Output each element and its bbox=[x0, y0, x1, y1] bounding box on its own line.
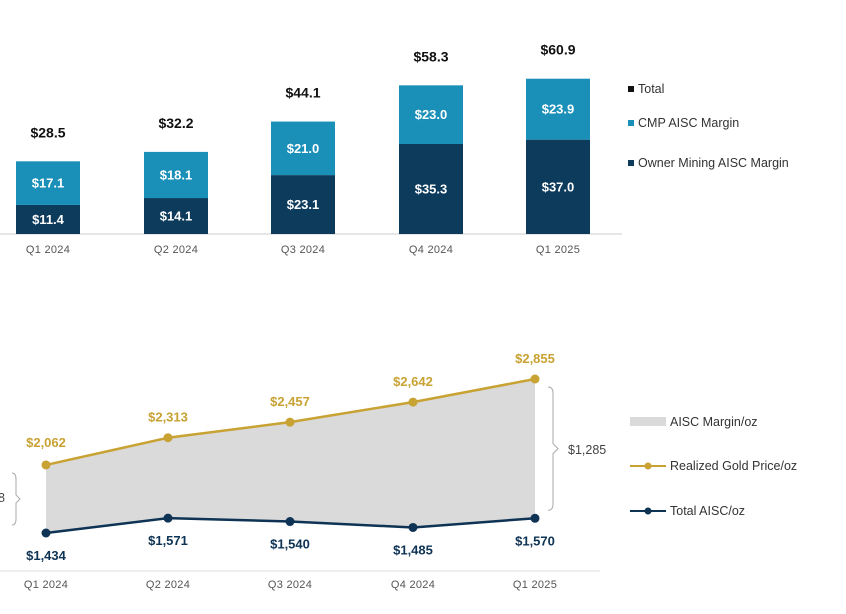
bar-label-cmp-aisc-margin-q4-2024: $23.0 bbox=[415, 107, 448, 122]
data-label-realized-gold-price-oz-q1-2025: $2,855 bbox=[515, 351, 555, 366]
margin-brace-last bbox=[547, 386, 559, 511]
x-tick-q2-2024: Q2 2024 bbox=[154, 244, 198, 256]
data-label-realized-gold-price-oz-q2-2024: $2,313 bbox=[148, 410, 188, 425]
bar-label-owner-mining-aisc-margin-q4-2024: $35.3 bbox=[415, 181, 448, 196]
x-tick-q3-2024: Q3 2024 bbox=[281, 244, 325, 256]
stacked-bar-chart: $11.4 $17.1 $28.5 Q1 2024 $14.1 $18.1 $32.2 Q2 … bbox=[0, 42, 789, 256]
area-aisc-margin-oz bbox=[46, 379, 535, 533]
x-tick-q1-2024: Q1 2024 bbox=[26, 244, 70, 256]
x-tick-q1-2025: Q1 2025 bbox=[536, 244, 580, 256]
x-tick-lower-q2-2024: Q2 2024 bbox=[146, 579, 190, 591]
legend-label-total-aisc-oz: Total AISC/oz bbox=[670, 504, 745, 518]
point-total-aisc-oz-q1-2025 bbox=[530, 513, 540, 523]
bar-cmp-aisc-margin-q3-2024 bbox=[271, 121, 335, 176]
point-total-aisc-oz-q2-2024 bbox=[163, 513, 173, 523]
legend-label-aisc-margin-oz: AISC Margin/oz bbox=[670, 415, 758, 429]
legend-label-owner-mining-aisc-margin: Owner Mining AISC Margin bbox=[638, 156, 789, 170]
x-tick-lower-q1-2024: Q1 2024 bbox=[24, 579, 68, 591]
point-realized-gold-price-oz-q1-2025 bbox=[530, 374, 540, 384]
data-label-realized-gold-price-oz-q3-2024: $2,457 bbox=[270, 394, 310, 409]
legend-swatch-cmp-aisc-margin bbox=[628, 120, 634, 126]
bar-label-cmp-aisc-margin-q1-2025: $23.9 bbox=[542, 102, 575, 117]
bar-cmp-aisc-margin-q1-2024 bbox=[16, 161, 80, 205]
margin-annotation-last: $1,285 bbox=[568, 443, 606, 457]
data-label-total-aisc-oz-q1-2025: $1,570 bbox=[515, 533, 555, 548]
bar-cmp-aisc-margin-q2-2024 bbox=[144, 151, 208, 199]
bar-label-owner-mining-aisc-margin-q1-2024: $11.4 bbox=[32, 212, 65, 227]
margin-brace-first bbox=[11, 472, 21, 526]
legend-label-cmp-aisc-margin: CMP AISC Margin bbox=[638, 116, 739, 130]
data-label-total-aisc-oz-q3-2024: $1,540 bbox=[270, 537, 310, 552]
bar-label-owner-mining-aisc-margin-q2-2024: $14.1 bbox=[160, 209, 193, 224]
bar-label-cmp-aisc-margin-q2-2024: $18.1 bbox=[160, 167, 193, 182]
total-label-q1-2025: $60.9 bbox=[540, 42, 575, 58]
total-label-q1-2024: $28.5 bbox=[30, 124, 65, 140]
legend-marker-realized-gold-price-oz bbox=[644, 462, 652, 470]
legend-marker-total-aisc-oz bbox=[644, 507, 652, 515]
point-total-aisc-oz-q3-2024 bbox=[285, 517, 295, 527]
point-realized-gold-price-oz-q1-2024 bbox=[41, 460, 51, 470]
data-label-total-aisc-oz-q1-2024: $1,434 bbox=[26, 548, 67, 563]
data-label-realized-gold-price-oz-q4-2024: $2,642 bbox=[393, 374, 433, 389]
bar-cmp-aisc-margin-q1-2025 bbox=[526, 78, 590, 140]
total-label-q3-2024: $44.1 bbox=[285, 85, 320, 101]
x-tick-lower-q1-2025: Q1 2025 bbox=[513, 579, 557, 591]
data-label-total-aisc-oz-q4-2024: $1,485 bbox=[393, 542, 433, 557]
data-label-total-aisc-oz-q2-2024: $1,571 bbox=[148, 533, 188, 548]
point-total-aisc-oz-q4-2024 bbox=[408, 522, 418, 532]
data-label-realized-gold-price-oz-q1-2024: $2,062 bbox=[26, 435, 66, 450]
legend-swatch-aisc-margin-oz bbox=[630, 417, 666, 426]
legend-label-realized-gold-price-oz: Realized Gold Price/oz bbox=[670, 459, 797, 473]
bar-label-cmp-aisc-margin-q1-2024: $17.1 bbox=[32, 176, 65, 191]
x-tick-lower-q4-2024: Q4 2024 bbox=[391, 579, 435, 591]
bar-cmp-aisc-margin-q4-2024 bbox=[399, 85, 463, 144]
bar-label-cmp-aisc-margin-q3-2024: $21.0 bbox=[287, 141, 320, 156]
bar-label-owner-mining-aisc-margin-q3-2024: $23.1 bbox=[287, 197, 320, 212]
point-total-aisc-oz-q1-2024 bbox=[41, 528, 51, 538]
point-realized-gold-price-oz-q3-2024 bbox=[285, 417, 295, 427]
bar-label-owner-mining-aisc-margin-q1-2025: $37.0 bbox=[542, 179, 575, 194]
x-tick-lower-q3-2024: Q3 2024 bbox=[268, 579, 312, 591]
bar-owner-mining-aisc-margin-q1-2024 bbox=[16, 204, 80, 234]
total-label-q4-2024: $58.3 bbox=[413, 48, 448, 64]
point-realized-gold-price-oz-q2-2024 bbox=[163, 433, 173, 443]
total-label-q2-2024: $32.2 bbox=[158, 115, 193, 131]
line-area-chart: $2,062 $2,313 $2,457 $2,642 $2,855 $1,434 $1,5… bbox=[0, 351, 797, 591]
bar-owner-mining-aisc-margin-q3-2024 bbox=[271, 175, 335, 234]
bar-owner-mining-aisc-margin-q1-2025 bbox=[526, 139, 590, 234]
bar-owner-mining-aisc-margin-q4-2024 bbox=[399, 143, 463, 234]
margin-annotation-first: 628 bbox=[0, 491, 5, 505]
legend-swatch-owner-mining-aisc-margin bbox=[628, 160, 634, 166]
point-realized-gold-price-oz-q4-2024 bbox=[408, 397, 418, 407]
legend-swatch-total bbox=[628, 86, 634, 92]
x-tick-q4-2024: Q4 2024 bbox=[409, 244, 453, 256]
bar-owner-mining-aisc-margin-q2-2024 bbox=[144, 198, 208, 234]
legend-label-total: Total bbox=[638, 82, 664, 96]
